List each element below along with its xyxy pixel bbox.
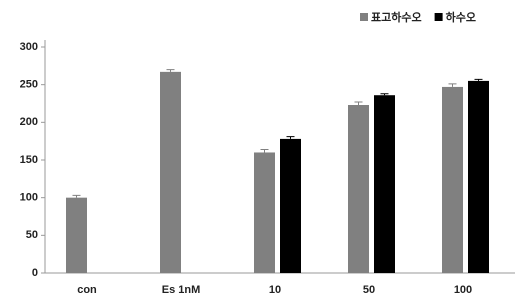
x-tick-label: 100 [454,284,472,296]
bar [160,71,181,273]
error-bar [354,101,363,106]
y-tick-label: 150 [20,154,38,166]
y-tick-label: 100 [20,192,38,204]
y-tick-label: 0 [32,267,38,279]
error-bar [260,148,269,153]
legend-label: 표고하수오 [371,10,422,24]
error-bar [166,69,175,72]
legend-swatch [434,13,443,21]
x-tick-label: Es 1nM [162,284,201,296]
bar [348,105,369,273]
bar [468,80,489,274]
bar [254,152,275,273]
y-tick-label: 250 [20,79,38,91]
x-tick-label: 50 [363,284,375,296]
error-bar [474,78,483,81]
bar [442,86,463,273]
bar [66,197,87,273]
x-tick-label: 10 [269,284,281,296]
legend-label: 하수오 [446,10,476,24]
bar [280,138,301,273]
error-bar [380,93,389,96]
error-bar [448,83,457,87]
x-tick-label: con [77,284,97,296]
error-bar [286,136,295,139]
y-tick-label: 200 [20,116,38,128]
y-tick-label: 50 [26,229,38,241]
y-tick-label: 300 [20,41,38,53]
legend-swatch [360,13,368,21]
error-bar [72,194,81,198]
bar [374,95,395,273]
